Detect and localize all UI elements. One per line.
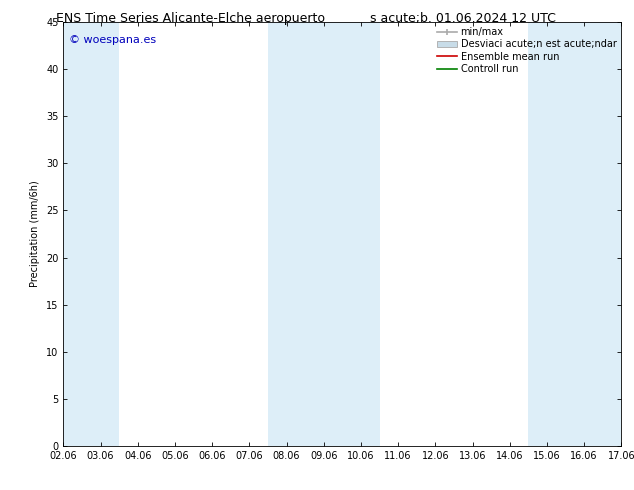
Text: s acute;b. 01.06.2024 12 UTC: s acute;b. 01.06.2024 12 UTC xyxy=(370,12,556,25)
Text: ENS Time Series Alicante-Elche aeropuerto: ENS Time Series Alicante-Elche aeropuert… xyxy=(56,12,325,25)
Bar xyxy=(45,22,119,446)
Text: © woespana.es: © woespana.es xyxy=(69,35,156,45)
Legend: min/max, Desviaci acute;n est acute;ndar, Ensemble mean run, Controll run: min/max, Desviaci acute;n est acute;ndar… xyxy=(434,24,619,77)
Bar xyxy=(528,22,634,446)
Bar xyxy=(268,22,380,446)
Y-axis label: Precipitation (mm/6h): Precipitation (mm/6h) xyxy=(30,181,41,287)
